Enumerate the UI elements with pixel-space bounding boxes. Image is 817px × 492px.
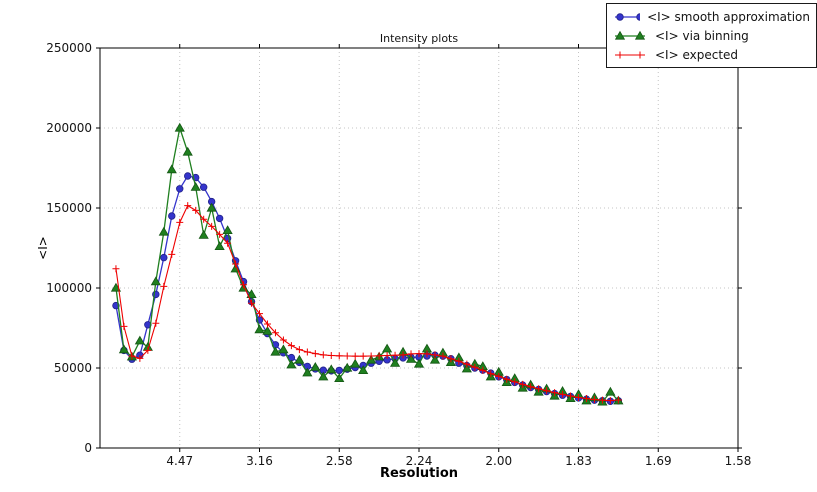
legend-label-expected: <I> expected [655, 47, 739, 62]
legend-label-via-binning: <I> via binning [655, 28, 749, 43]
series-expected [112, 202, 622, 405]
x-tick-label: 2.00 [485, 454, 512, 468]
legend-label-smooth-approximation: <I> smooth approximation [647, 9, 810, 24]
series-via-binning [110, 122, 624, 406]
axis-tick-labels: 4.47 3.16 2.58 2.24 2.00 1.83 1.69 1.58 0 50000 10… [46, 41, 751, 468]
gridlines [100, 48, 738, 448]
legend-item-smooth-approximation: <I> smooth approximation [612, 7, 810, 26]
x-tick-label: 2.58 [326, 454, 353, 468]
x-tick-label: 3.16 [246, 454, 273, 468]
series-smooth-approximation [112, 172, 623, 405]
y-tick-label: 100000 [46, 281, 92, 295]
x-tick-label: 4.47 [166, 454, 193, 468]
x-tick-label: 1.83 [565, 454, 592, 468]
y-tick-label: 0 [84, 441, 92, 455]
y-tick-label: 150000 [46, 201, 92, 215]
y-tick-label: 50000 [54, 361, 92, 375]
legend-marker-smooth-approximation [615, 12, 641, 21]
plot-area-border [99, 47, 739, 449]
legend-marker-expected [615, 51, 645, 58]
y-axis-label: <I> [36, 236, 50, 260]
legend-item-expected: <I> expected [612, 45, 810, 64]
chart-title: Intensity plots [379, 32, 459, 45]
x-tick-label: 1.69 [645, 454, 672, 468]
y-tick-label: 200000 [46, 121, 92, 135]
legend: <I> smooth approximation <I> via binning… [606, 3, 817, 68]
y-tick-label: 250000 [46, 41, 92, 55]
x-axis-label: Resolution [379, 466, 459, 481]
legend-item-via-binning: <I> via binning [612, 26, 810, 45]
x-tick-label: 1.58 [725, 454, 752, 468]
x-tick-label: 2.24 [406, 454, 433, 468]
legend-marker-via-binning [614, 30, 646, 40]
